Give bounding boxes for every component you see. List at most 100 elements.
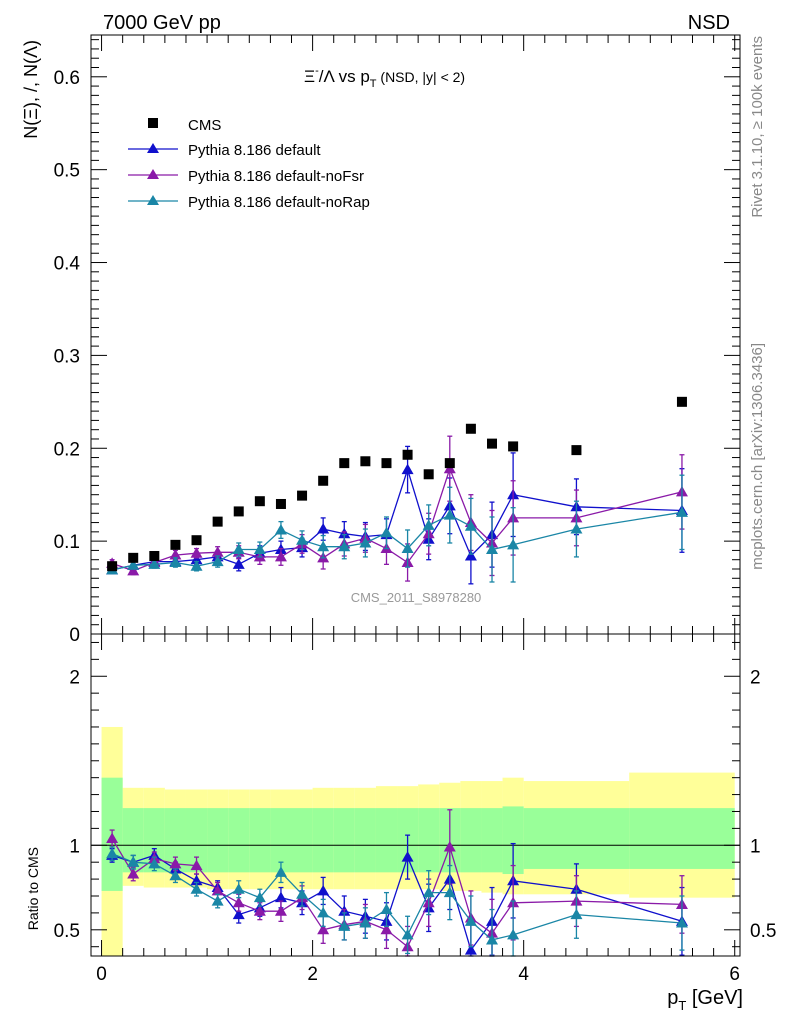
data-point (106, 832, 119, 844)
data-point (317, 923, 330, 935)
data-point (190, 560, 203, 571)
cms-data-point (191, 535, 202, 546)
data-point (464, 944, 477, 955)
data-point (380, 903, 393, 915)
watermark: CMS_2011_S8978280 (351, 590, 482, 605)
series-line (111, 467, 683, 571)
data-point (570, 523, 583, 534)
data-point (401, 463, 414, 475)
data-point (190, 547, 203, 558)
stat-band-bin (502, 806, 524, 875)
legend-label-cms: CMS (188, 117, 221, 134)
x-axis-label: pT [GeV] (667, 987, 743, 1013)
data-point (274, 523, 287, 535)
data-point (211, 884, 224, 896)
stat-band-bin (460, 808, 482, 873)
ratio-data-marks (106, 809, 688, 957)
data-point (127, 856, 140, 867)
data-point (338, 540, 351, 552)
data-point (507, 538, 520, 550)
mcplots-label: mcplots.cern.ch [arXiv:1306.3436] (749, 343, 766, 570)
ratio-y-tick-label-right: 1 (750, 836, 761, 857)
header-left: 7000 GeV pp (103, 12, 221, 34)
data-point (317, 906, 330, 918)
data-point (169, 549, 182, 560)
ratio-uncertainty-bands (91, 726, 740, 956)
ratio-y-tick-label-right: 0.5 (750, 921, 776, 942)
cms-data-point (402, 449, 413, 460)
data-point (507, 928, 520, 940)
legend-label-default: Pythia 8.186 default (188, 142, 321, 159)
data-point (317, 523, 330, 534)
main-data-marks (106, 396, 688, 585)
ratio-y-tick-label: 1 (69, 836, 80, 857)
data-point (317, 540, 330, 552)
data-point (422, 886, 435, 898)
data-point (127, 559, 140, 570)
cms-data-point (297, 490, 308, 501)
data-point (232, 883, 245, 894)
cms-data-point (318, 475, 329, 486)
data-point (274, 905, 287, 916)
stat-band-bin (207, 808, 229, 873)
main-plot-panel: CMS_2011_S8978280 0 0.1 0.2 0.3 0.4 0.5 0.6 Ξ-… (21, 34, 741, 646)
series-line (111, 854, 683, 952)
data-point (127, 868, 140, 879)
stat-band-bin (164, 808, 186, 873)
plot-title: Ξ-/Λ vs pT (NSD, |y| < 2) (304, 65, 465, 90)
data-point (232, 896, 245, 908)
x-tick-label: 4 (518, 964, 529, 985)
data-point (486, 543, 499, 554)
stat-band-bin (481, 808, 503, 873)
data-point (359, 917, 372, 928)
main-y-tick-label: 0.1 (54, 532, 80, 553)
cms-data-point (233, 506, 244, 517)
data-point (232, 908, 245, 920)
x-tick-label: 2 (307, 964, 318, 985)
legend-label-nofsr: Pythia 8.186 default-noFsr (188, 168, 364, 185)
cms-data-point (254, 496, 265, 507)
data-point (296, 888, 309, 899)
stat-band-bin (333, 808, 355, 873)
data-point (317, 884, 330, 896)
data-point (190, 874, 203, 886)
data-point (359, 536, 372, 548)
data-point (443, 886, 456, 898)
ratio-y-tick-label-right: 2 (750, 667, 761, 688)
data-point (422, 519, 435, 530)
main-y-tick-label: 0.2 (54, 439, 80, 460)
cms-data-point (444, 458, 455, 469)
cms-data-point (360, 456, 371, 467)
ratio-y-tick-label: 2 (69, 667, 80, 688)
data-point (190, 553, 203, 565)
data-point (211, 895, 224, 906)
series-line (111, 466, 683, 572)
data-point (253, 891, 266, 903)
data-point (464, 520, 477, 531)
stat-band-bin (249, 808, 271, 873)
ratio-plot-panel: 0 2 4 6 0.5 0.5 1 1 2 2 Ratio to CMS pT [GeV] (25, 633, 776, 1013)
data-point (675, 917, 688, 928)
stat-band-bin (270, 808, 292, 873)
data-point (443, 509, 456, 520)
legend-marker-cms (148, 118, 158, 128)
data-point (464, 549, 477, 561)
stat-band-bin (228, 808, 250, 873)
main-y-tick-label: 0.5 (54, 161, 80, 182)
data-point (169, 556, 182, 567)
stat-band-bin (312, 808, 334, 873)
data-point (232, 558, 245, 569)
data-point (338, 920, 351, 931)
cms-data-point (381, 458, 392, 469)
data-point (106, 847, 119, 859)
cms-data-point (339, 458, 350, 469)
legend: CMS Pythia 8.186 default Pythia 8.186 de… (128, 117, 370, 211)
series-line (111, 853, 683, 941)
data-point (253, 543, 266, 554)
main-y-tick-label: 0 (69, 625, 80, 646)
stat-band-bin (375, 808, 398, 873)
stat-band-bin (354, 808, 376, 873)
cms-data-point (487, 438, 498, 449)
data-point (401, 928, 414, 940)
